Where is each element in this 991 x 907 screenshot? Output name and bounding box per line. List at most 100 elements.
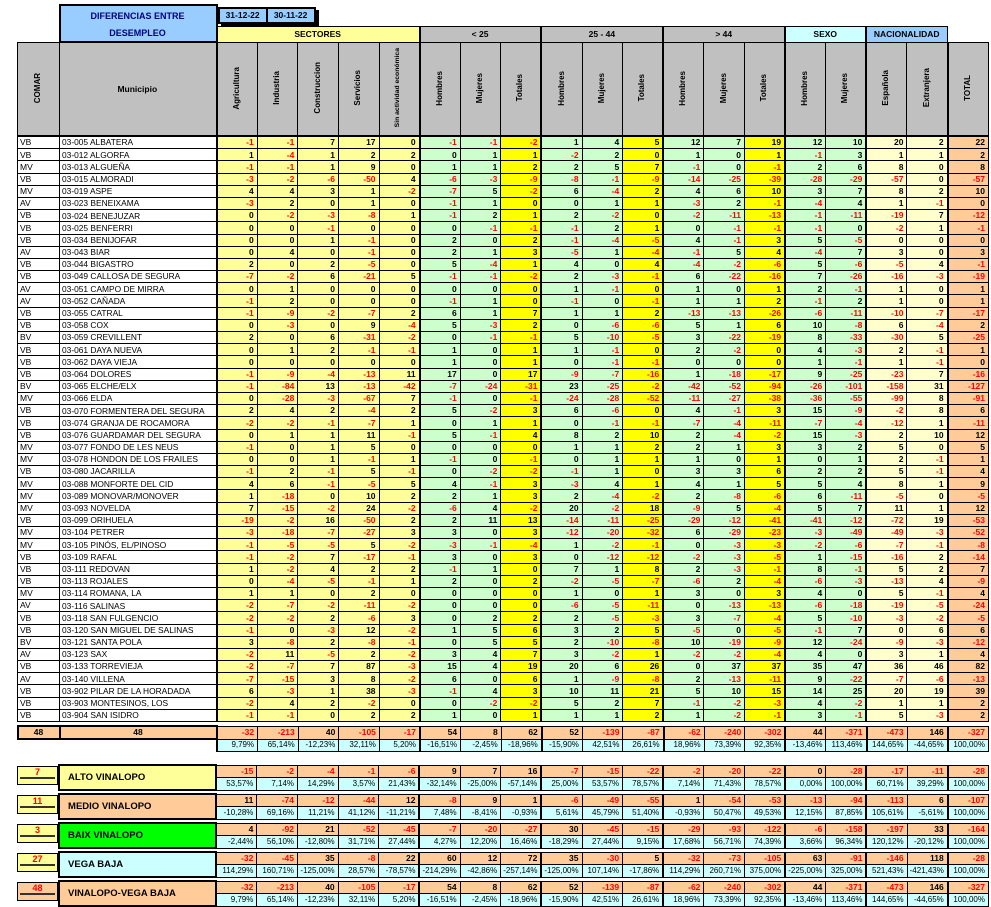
group-value-cell[interactable]: -7	[540, 764, 583, 779]
date-start[interactable]: 31-12-22	[217, 7, 268, 24]
value-cell[interactable]: -7	[256, 599, 299, 613]
group-percent-cell[interactable]: -42,86%	[459, 864, 502, 878]
value-cell[interactable]: 1	[418, 343, 461, 357]
group-percent-cell[interactable]: -0,93%	[662, 806, 705, 820]
value-cell[interactable]: -15	[256, 672, 299, 686]
value-cell[interactable]: 2	[946, 148, 989, 162]
value-cell[interactable]: 2	[906, 550, 949, 564]
value-cell[interactable]: 0	[378, 245, 421, 259]
value-cell[interactable]: -1	[703, 404, 746, 418]
value-cell[interactable]: 0	[418, 330, 461, 345]
value-cell[interactable]: -5	[865, 257, 908, 272]
value-cell[interactable]: 6	[297, 270, 339, 284]
value-cell[interactable]: 11	[581, 684, 624, 698]
value-cell[interactable]: -7	[215, 270, 258, 284]
value-cell[interactable]: 6	[946, 623, 989, 637]
value-cell[interactable]: -2	[215, 599, 258, 613]
value-cell[interactable]: -1	[297, 465, 339, 479]
value-cell[interactable]: -18	[256, 525, 299, 540]
group-percent-cell[interactable]: 26,61%	[622, 893, 664, 907]
value-cell[interactable]: -11	[946, 416, 989, 430]
municipality-cell[interactable]: 03-058 COX	[59, 318, 218, 333]
value-cell[interactable]: -6	[297, 172, 339, 186]
value-cell[interactable]: 0	[215, 245, 258, 259]
value-cell[interactable]: 0	[337, 355, 380, 369]
value-cell[interactable]: 2	[337, 708, 380, 723]
comar-cell[interactable]: AV	[16, 196, 61, 211]
value-cell[interactable]: 0	[256, 257, 299, 272]
comar-cell[interactable]: VB	[16, 416, 61, 430]
value-cell[interactable]: 20	[540, 501, 583, 515]
value-cell[interactable]: 3	[784, 708, 827, 723]
group-percent-cell[interactable]: -57,14%	[500, 777, 542, 791]
value-cell[interactable]: 3	[744, 586, 786, 601]
value-cell[interactable]: 8	[865, 477, 908, 491]
group-value-cell[interactable]: 12	[378, 793, 420, 808]
value-cell[interactable]: 0	[337, 294, 380, 308]
value-cell[interactable]: 3	[500, 404, 542, 418]
value-cell[interactable]: -6	[825, 538, 867, 552]
group-percent-cell[interactable]: 7,48%	[418, 806, 461, 820]
value-cell[interactable]: -3	[256, 684, 299, 698]
comar-cell[interactable]: VB	[16, 684, 61, 698]
value-cell[interactable]: -1	[825, 355, 867, 369]
value-cell[interactable]: 2	[337, 586, 380, 601]
group-value-cell[interactable]: -62	[662, 880, 705, 895]
value-cell[interactable]: 1	[622, 452, 664, 467]
value-cell[interactable]: 9	[784, 672, 827, 686]
value-cell[interactable]: -5	[946, 611, 989, 625]
value-cell[interactable]: -2	[540, 148, 583, 162]
group-value-cell[interactable]: -44	[337, 793, 380, 808]
value-cell[interactable]: 0	[378, 586, 421, 601]
group-header-over-44[interactable]: > 44	[662, 25, 786, 43]
value-cell[interactable]: 2	[946, 318, 989, 333]
value-cell[interactable]: 2	[581, 428, 624, 442]
column-header-comar[interactable]: COMAR	[16, 41, 61, 137]
value-cell[interactable]: -13	[662, 306, 705, 320]
value-cell[interactable]: -20	[581, 525, 624, 540]
value-cell[interactable]: -12	[703, 513, 746, 528]
municipality-cell[interactable]: 03-025 BENFERRI	[59, 221, 218, 235]
column-header[interactable]: Extranjera	[906, 41, 949, 137]
column-header[interactable]: Hombres	[418, 41, 461, 137]
group-header-sexo[interactable]: SEXO	[784, 25, 867, 43]
value-cell[interactable]: -3	[703, 538, 746, 552]
value-cell[interactable]: 7	[784, 270, 827, 284]
value-cell[interactable]: -5	[297, 538, 339, 552]
value-cell[interactable]: 1	[581, 465, 624, 479]
value-cell[interactable]: 2	[703, 196, 746, 211]
value-cell[interactable]: 20	[540, 660, 583, 674]
totals-value-cell[interactable]: -327	[946, 725, 989, 740]
municipality-cell[interactable]: 03-089 MONOVAR/MONOVER	[59, 489, 218, 503]
value-cell[interactable]: -1	[297, 416, 339, 430]
value-cell[interactable]: -1	[540, 294, 583, 308]
value-cell[interactable]: -3	[459, 172, 502, 186]
value-cell[interactable]: -2	[703, 708, 746, 723]
value-cell[interactable]: -8	[256, 635, 299, 649]
value-cell[interactable]: 2	[865, 343, 908, 357]
value-cell[interactable]: -5	[622, 233, 664, 247]
group-percent-cell[interactable]: -2,44%	[215, 835, 258, 849]
value-cell[interactable]: 14	[784, 684, 827, 698]
group-value-cell[interactable]: 21	[297, 822, 339, 837]
value-cell[interactable]: 2	[297, 257, 339, 272]
value-cell[interactable]: 4	[256, 696, 299, 710]
value-cell[interactable]: 12	[946, 501, 989, 515]
group-value-cell[interactable]: 44	[784, 880, 827, 895]
value-cell[interactable]: 0	[500, 282, 542, 296]
value-cell[interactable]: 4	[378, 172, 421, 186]
value-cell[interactable]: 19	[744, 135, 786, 150]
group-header-25-44[interactable]: 25 - 44	[540, 25, 664, 43]
group-value-cell[interactable]: 35	[540, 851, 583, 866]
value-cell[interactable]: -7	[215, 672, 258, 686]
value-cell[interactable]: -2	[662, 550, 705, 564]
value-cell[interactable]: -3	[622, 611, 664, 625]
value-cell[interactable]: 4	[459, 660, 502, 674]
value-cell[interactable]: 0	[906, 172, 949, 186]
value-cell[interactable]: -10	[865, 306, 908, 320]
value-cell[interactable]: 3	[784, 440, 827, 454]
value-cell[interactable]: 15	[784, 404, 827, 418]
group-percent-cell[interactable]: 16,46%	[500, 835, 542, 849]
value-cell[interactable]: 1	[500, 355, 542, 369]
value-cell[interactable]: 21	[622, 684, 664, 698]
